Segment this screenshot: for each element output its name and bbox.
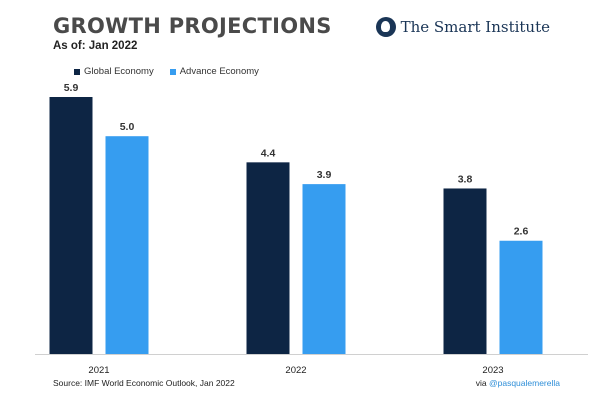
data-label-advance-2023: 2.6 xyxy=(514,226,529,238)
legend-swatch-global xyxy=(74,68,80,75)
chart-title: GROWTH PROJECTIONS xyxy=(53,14,332,38)
bar-advance-2023 xyxy=(499,240,543,354)
bar-global-2023 xyxy=(443,188,487,354)
data-label-global-2022: 4.4 xyxy=(261,147,276,159)
chart-legend: Global Economy Advance Economy xyxy=(74,66,259,77)
bar-advance-2021 xyxy=(105,136,149,354)
data-label-advance-2022: 3.9 xyxy=(317,169,332,181)
legend-label-advance: Advance Economy xyxy=(179,66,259,77)
bar-global-2021 xyxy=(49,97,93,354)
credit-handle[interactable]: @pasqualemerella xyxy=(488,378,560,388)
head-silhouette-icon xyxy=(375,17,396,37)
x-tick-label-2021: 2021 xyxy=(88,365,109,376)
data-label-global-2021: 5.9 xyxy=(64,82,79,94)
bar-advance-2022 xyxy=(302,184,346,354)
source-note: Source: IMF World Economic Outlook, Jan … xyxy=(53,378,235,388)
x-tick-label-2022: 2022 xyxy=(285,365,306,376)
legend-item-global: Global Economy xyxy=(74,66,154,77)
credit-note: via @pasqualemerella xyxy=(476,378,560,388)
chart-subtitle: As of: Jan 2022 xyxy=(53,40,138,52)
credit-via: via xyxy=(475,378,487,388)
legend-swatch-advance xyxy=(169,68,176,75)
data-label-global-2023: 3.8 xyxy=(458,173,473,185)
legend-item-advance: Advance Economy xyxy=(169,66,259,77)
bar-global-2022 xyxy=(246,162,290,354)
data-label-advance-2021: 5.0 xyxy=(120,121,135,133)
x-tick-label-2023: 2023 xyxy=(482,365,503,376)
legend-label-global: Global Economy xyxy=(84,66,154,77)
brand-name: The Smart Institute xyxy=(400,18,550,36)
brand-logo: The Smart Institute xyxy=(375,17,550,37)
